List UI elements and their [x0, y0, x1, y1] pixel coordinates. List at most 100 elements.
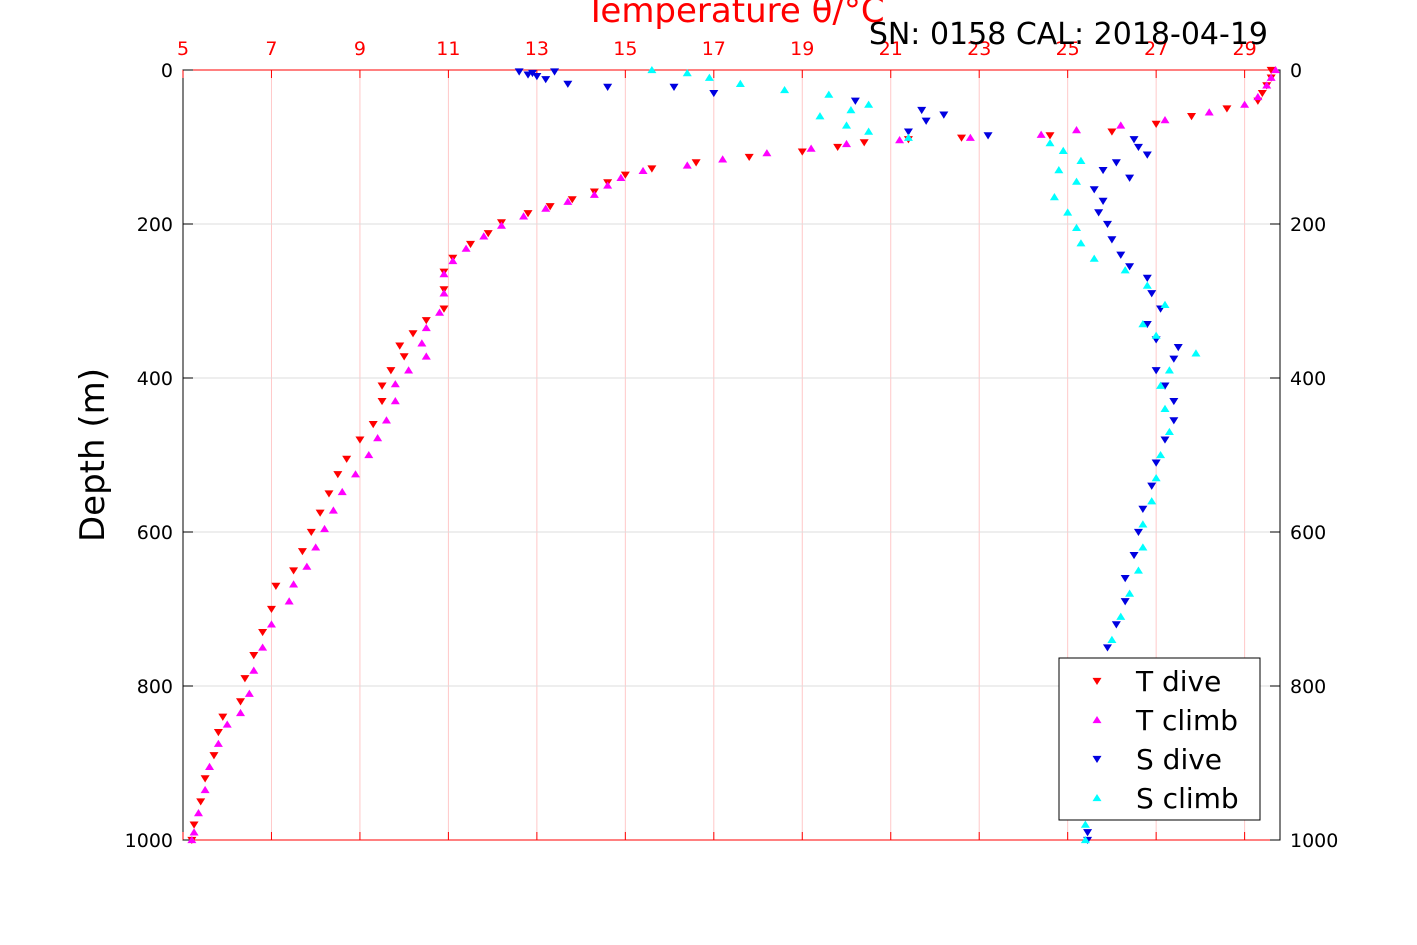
data-point: [1054, 166, 1064, 174]
data-point: [302, 562, 312, 570]
data-point: [1125, 263, 1135, 271]
data-point: [1089, 186, 1099, 194]
data-point: [209, 752, 219, 760]
data-point: [638, 166, 648, 175]
data-point: [1111, 159, 1121, 167]
data-point: [189, 828, 199, 836]
data-point: [1116, 121, 1126, 129]
data-point: [439, 270, 449, 278]
data-point: [193, 809, 203, 817]
legend: T dive T climb S dive S climb: [1058, 657, 1261, 821]
data-point: [1266, 66, 1276, 75]
legend-marker: [1092, 715, 1102, 724]
data-point: [1138, 543, 1148, 551]
data-point: [1138, 320, 1148, 328]
data-point: [1080, 835, 1090, 844]
data-point: [461, 244, 471, 252]
y-tick-label-right: 1000: [1290, 830, 1338, 852]
data-point: [1045, 139, 1055, 147]
data-point: [373, 434, 383, 442]
data-point: [483, 230, 493, 238]
data-point: [1253, 92, 1263, 101]
chart-subtitle: SN: 0158 CAL: 2018-04-19: [869, 17, 1268, 52]
data-point: [806, 144, 816, 152]
y-tick-label-left: 400: [137, 368, 173, 390]
data-point: [399, 353, 409, 361]
data-point: [311, 543, 321, 551]
data-point: [567, 196, 577, 204]
data-point: [1169, 397, 1179, 406]
data-point: [1072, 223, 1082, 231]
data-point: [1129, 551, 1139, 560]
y-tick-label-left: 800: [137, 676, 173, 698]
data-point: [244, 689, 254, 697]
data-point: [735, 79, 745, 88]
data-point: [1080, 820, 1090, 828]
data-point: [1107, 236, 1117, 244]
data-point: [1098, 166, 1108, 175]
data-point: [1138, 520, 1148, 528]
y-tick-label-right: 800: [1290, 676, 1326, 698]
data-point: [297, 548, 307, 556]
data-point: [289, 567, 299, 575]
data-point: [864, 127, 874, 135]
x-tick-label: 11: [436, 38, 460, 60]
data-point: [435, 308, 445, 316]
y-tick-label-right: 200: [1290, 214, 1326, 236]
x-tick-label: 5: [177, 38, 189, 60]
data-point: [1072, 126, 1082, 134]
data-point: [1133, 566, 1143, 574]
data-point: [417, 339, 427, 347]
data-point: [744, 153, 754, 162]
depth-axis-label: Depth (m): [73, 368, 113, 542]
data-point: [1129, 136, 1139, 144]
data-point: [647, 65, 657, 74]
data-point: [550, 68, 560, 76]
data-point: [1151, 120, 1161, 128]
data-point: [200, 785, 210, 794]
data-point: [1187, 113, 1197, 121]
data-point: [1160, 436, 1170, 444]
data-point: [236, 708, 246, 717]
data-point: [333, 471, 343, 479]
data-point: [1156, 381, 1166, 389]
y-tick-label-left: 0: [161, 60, 173, 82]
data-point: [355, 436, 365, 444]
data-point: [1147, 482, 1157, 490]
data-point: [1262, 81, 1272, 89]
data-point: [842, 139, 852, 148]
x-tick-label: 29: [1233, 38, 1257, 60]
x-tick-label: 17: [702, 38, 726, 60]
temperature-axis-ticks: 5 7 9 11 13 15 17 19 21 23 25 27 29: [177, 38, 1257, 840]
data-point: [368, 421, 378, 429]
data-point: [859, 139, 869, 147]
data-point: [1142, 320, 1152, 329]
data-point: [1072, 177, 1082, 185]
data-point: [1204, 108, 1214, 116]
data-point: [390, 380, 400, 388]
x-tick-label: 7: [265, 38, 277, 60]
data-point: [833, 143, 843, 152]
data-point: [1089, 254, 1099, 262]
data-point: [381, 416, 391, 424]
data-point: [1083, 829, 1093, 837]
data-point: [421, 352, 431, 360]
data-point: [545, 203, 555, 211]
data-point: [439, 289, 449, 297]
data-point: [1160, 300, 1170, 308]
series-t-climb: [187, 65, 1281, 844]
x-tick-label: 19: [790, 38, 814, 60]
data-point: [218, 713, 228, 721]
data-point: [563, 80, 573, 88]
data-point: [1125, 174, 1135, 182]
data-point: [1164, 366, 1174, 374]
data-point: [1222, 105, 1232, 113]
data-point: [1107, 635, 1117, 643]
data-point: [1266, 73, 1276, 81]
data-point: [315, 509, 325, 517]
data-point: [337, 487, 347, 496]
data-point: [1147, 290, 1157, 298]
data-point: [466, 240, 476, 249]
data-point: [846, 105, 856, 114]
